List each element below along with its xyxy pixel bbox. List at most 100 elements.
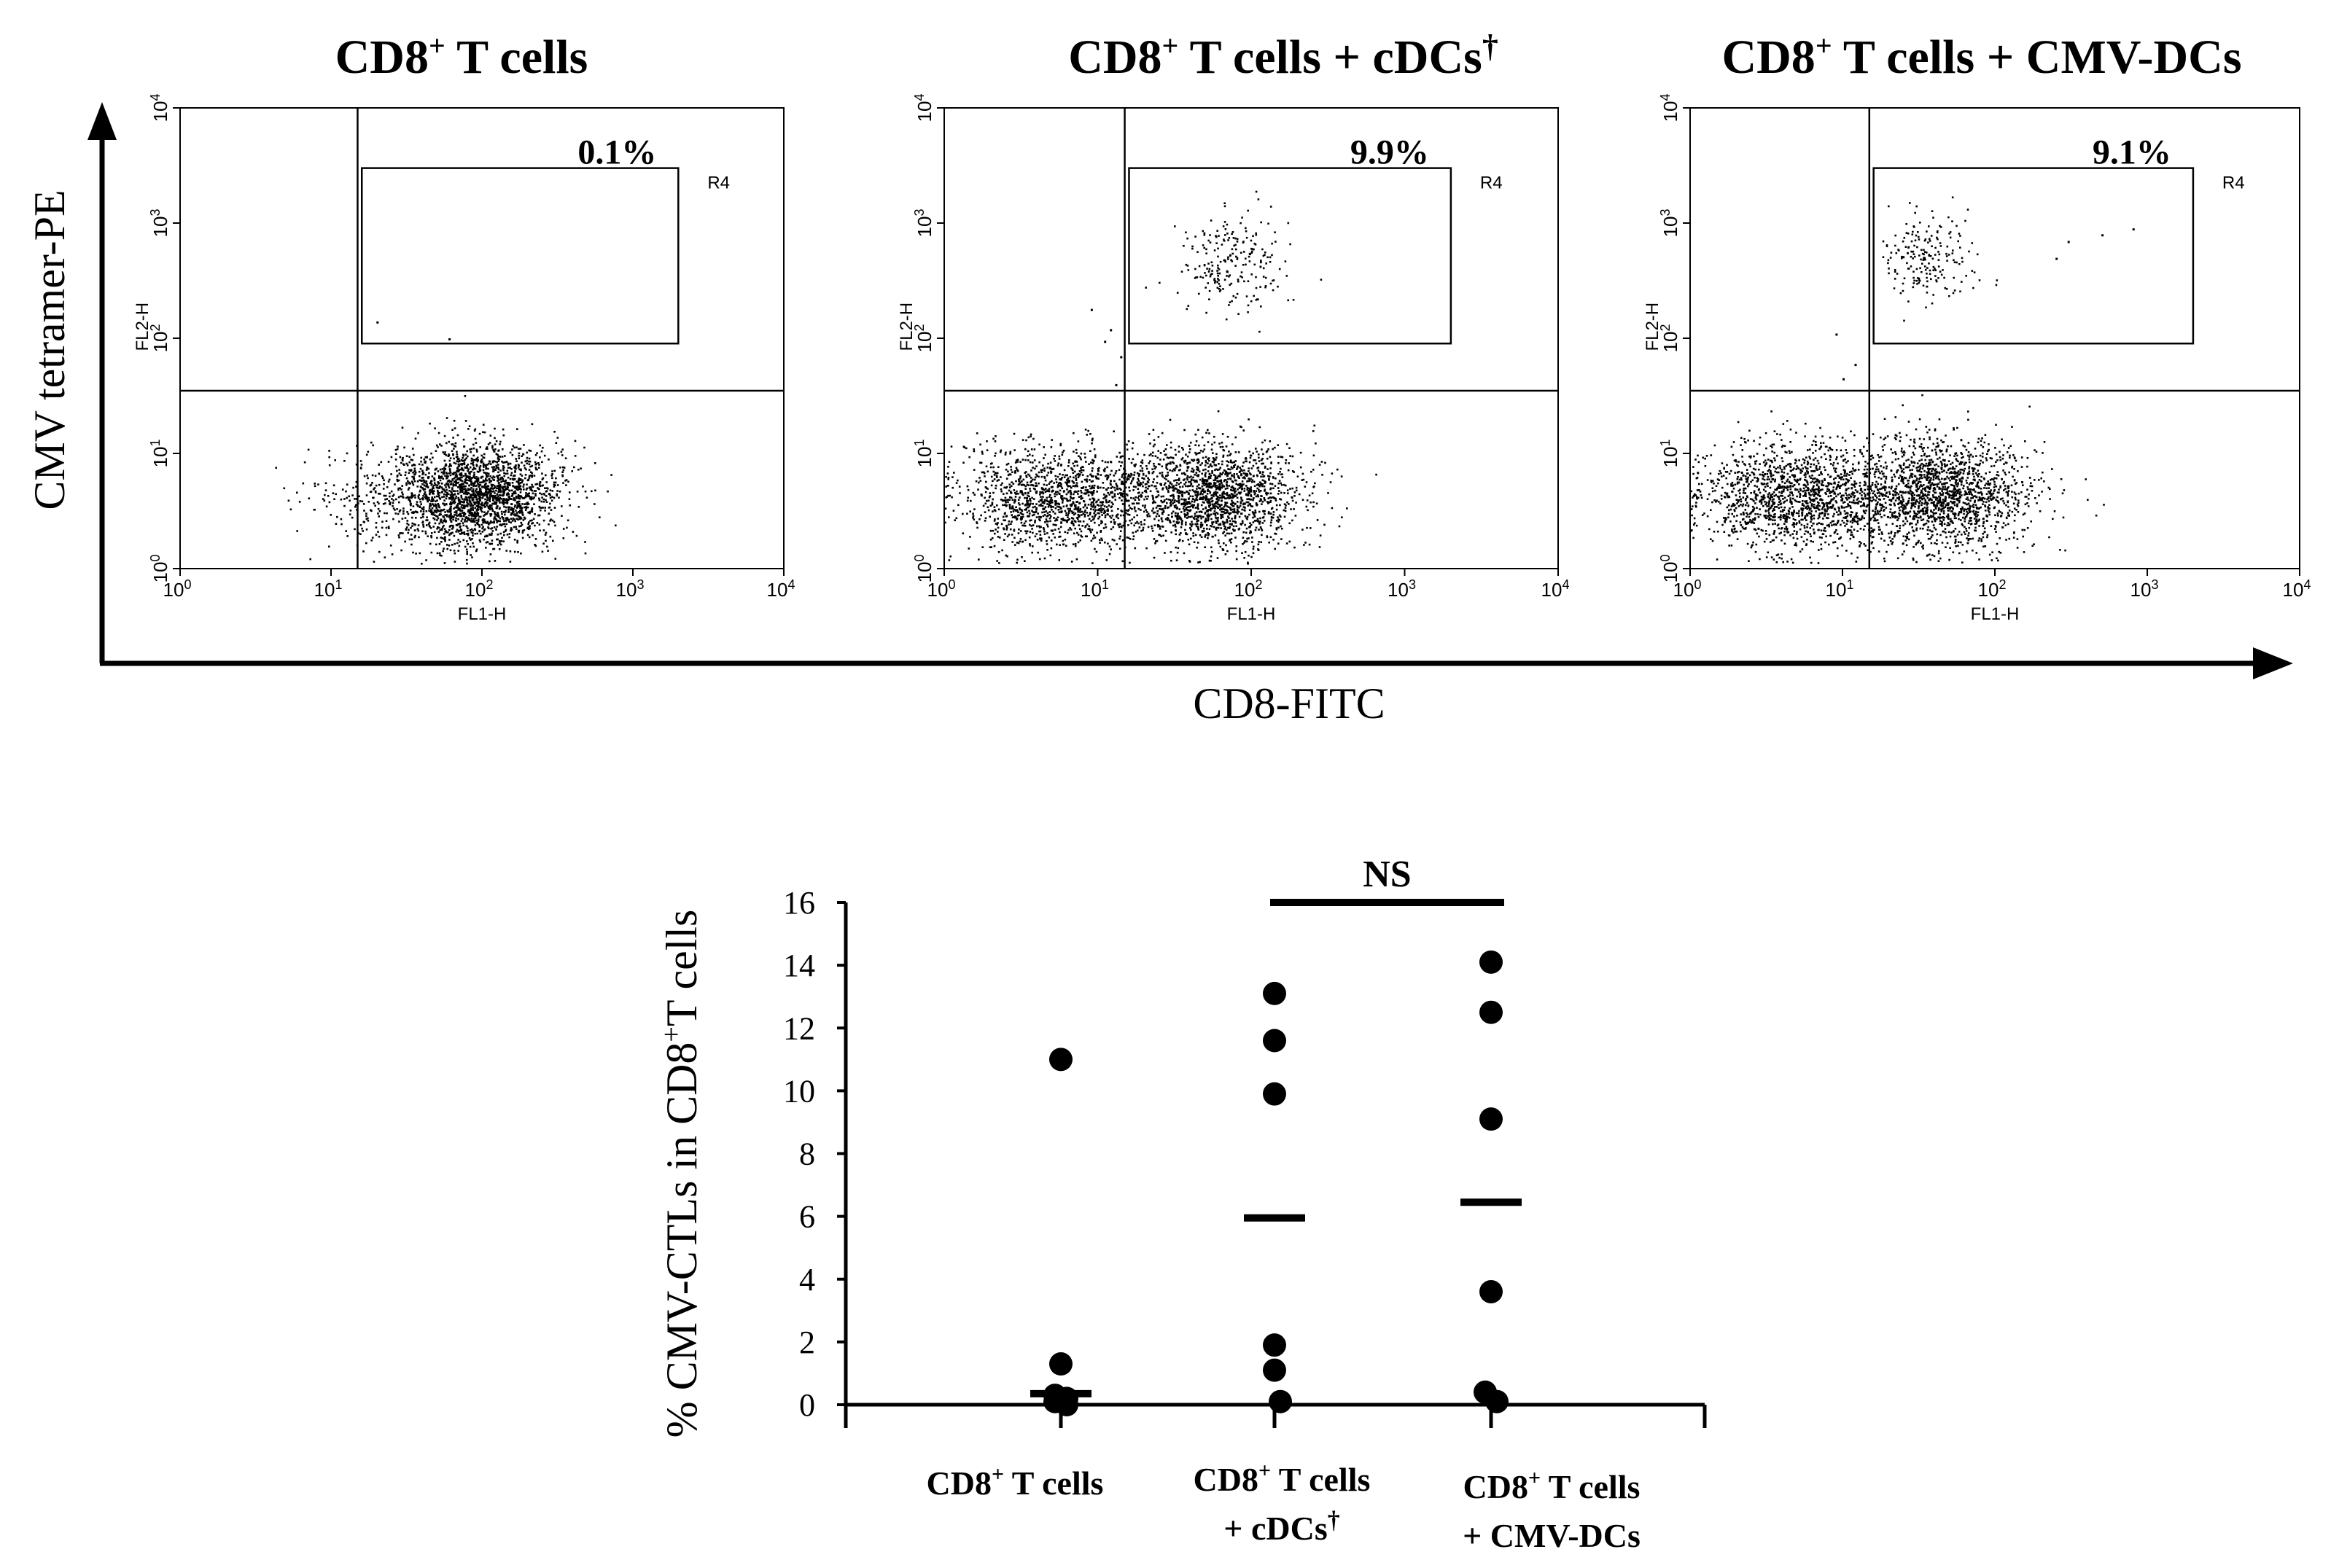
event-dot xyxy=(1117,523,1119,526)
event-dot xyxy=(1056,485,1059,488)
event-dot xyxy=(360,464,363,466)
event-dot xyxy=(459,500,462,503)
event-dot xyxy=(1222,456,1224,458)
event-dot xyxy=(466,466,468,468)
event-dot xyxy=(441,521,444,524)
event-dot xyxy=(1113,494,1116,496)
event-dot xyxy=(1018,480,1020,483)
event-dot xyxy=(488,489,491,492)
event-dot xyxy=(1011,499,1014,501)
event-dot xyxy=(443,459,446,462)
event-dot xyxy=(1197,516,1199,519)
event-dot xyxy=(550,499,553,502)
event-dot xyxy=(506,501,509,504)
event-dot xyxy=(955,482,958,484)
event-dot xyxy=(470,507,472,510)
event-dot xyxy=(1035,485,1037,487)
event-dot xyxy=(1199,464,1202,467)
event-dot xyxy=(1027,506,1030,509)
event-dot xyxy=(538,484,541,486)
event-dot xyxy=(449,494,452,496)
event-dot xyxy=(1128,514,1131,516)
event-dot xyxy=(1233,475,1235,477)
shared-x-axis-arrowhead xyxy=(2253,647,2293,679)
event-dot xyxy=(477,459,479,461)
event-dot xyxy=(489,500,491,502)
event-dot xyxy=(1091,506,1094,508)
event-dot xyxy=(1137,480,1140,482)
y-channel-label: FL2-H xyxy=(133,303,152,351)
event-dot xyxy=(1228,450,1230,453)
event-dot xyxy=(435,543,437,546)
event-dot xyxy=(451,479,454,481)
event-dot xyxy=(1054,519,1056,522)
event-dot xyxy=(987,509,990,512)
event-dot xyxy=(449,501,452,504)
event-dot xyxy=(412,505,415,507)
event-dot xyxy=(461,518,464,520)
event-dot xyxy=(461,467,463,469)
event-dot xyxy=(1056,516,1059,519)
event-dot xyxy=(1224,488,1227,490)
event-dot xyxy=(454,445,456,447)
event-dot xyxy=(1056,519,1059,521)
event-dot xyxy=(454,481,456,483)
event-dot xyxy=(1285,459,1288,461)
event-dot xyxy=(328,545,330,548)
event-dot xyxy=(1186,477,1188,480)
event-dot xyxy=(430,491,433,493)
event-dot xyxy=(456,524,459,526)
event-dot xyxy=(1099,542,1101,544)
event-dot xyxy=(1193,490,1195,493)
event-dot xyxy=(1091,475,1093,477)
event-dot xyxy=(1194,491,1196,494)
event-dot xyxy=(513,475,516,477)
event-dot xyxy=(1088,463,1090,465)
event-dot xyxy=(485,486,487,489)
event-dot xyxy=(1178,518,1180,520)
event-dot xyxy=(1021,439,1024,441)
event-dot xyxy=(444,514,446,516)
event-dot xyxy=(378,483,381,486)
event-dot xyxy=(411,516,413,519)
event-dot xyxy=(1176,474,1178,476)
shared-y-axis-label: CMV tetramer-PE xyxy=(26,190,74,510)
event-dot xyxy=(1058,482,1060,485)
event-dot xyxy=(461,504,463,506)
event-dot xyxy=(489,461,491,463)
event-dot xyxy=(456,504,458,507)
event-dot xyxy=(392,499,395,502)
event-dot xyxy=(1221,460,1223,463)
event-dot xyxy=(454,542,456,545)
event-dot xyxy=(327,495,330,497)
event-dot xyxy=(1151,472,1154,475)
event-dot xyxy=(445,531,448,534)
event-dot xyxy=(513,499,515,501)
event-dot xyxy=(1193,541,1196,543)
event-dot xyxy=(1043,501,1045,503)
event-dot xyxy=(436,537,438,539)
event-dot xyxy=(468,484,470,487)
event-dot xyxy=(428,472,430,475)
event-dot xyxy=(541,461,543,464)
event-dot xyxy=(491,539,494,542)
event-dot xyxy=(1312,501,1315,504)
event-dot xyxy=(437,510,440,512)
event-dot xyxy=(948,461,951,463)
event-dot xyxy=(1217,496,1219,499)
event-dot xyxy=(1183,460,1186,463)
event-dot xyxy=(341,488,344,491)
event-dot xyxy=(496,513,499,516)
event-dot xyxy=(1057,509,1060,511)
event-dot xyxy=(1174,487,1177,490)
event-dot xyxy=(487,443,490,445)
event-dot xyxy=(1087,491,1089,494)
event-dot xyxy=(1073,470,1076,473)
event-dot xyxy=(1215,498,1218,501)
event-dot xyxy=(524,460,527,463)
event-dot xyxy=(531,522,533,525)
event-dot xyxy=(472,467,475,469)
event-dot xyxy=(448,528,451,531)
event-dot xyxy=(480,494,483,496)
event-dot xyxy=(448,480,451,483)
